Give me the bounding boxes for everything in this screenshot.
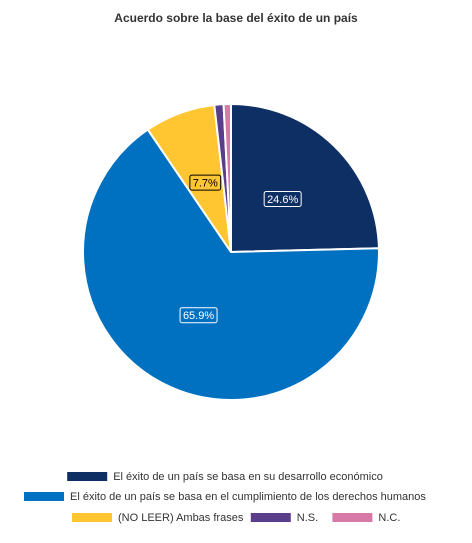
data-label-1: 24.6% <box>267 194 298 206</box>
legend-label-1: El éxito de un país se basa en su desarr… <box>113 471 383 483</box>
pie-slice-1 <box>230 102 380 254</box>
legend-swatch-4 <box>250 513 291 522</box>
legend-label-3: (NO LEER) Ambas frases <box>118 512 244 524</box>
legend-swatch-3 <box>72 513 112 522</box>
data-labels: 24.6% 65.9% 7.7% <box>179 174 302 324</box>
data-label-box-2 <box>179 307 218 324</box>
pie-slice-5 <box>222 102 232 253</box>
legend-label-5: N.C. <box>378 512 400 524</box>
legend: El éxito de un país se basa en su desarr… <box>24 471 426 524</box>
data-label-2: 65.9% <box>183 310 214 322</box>
legend-swatch-5 <box>332 513 373 522</box>
pie-slice-2 <box>82 128 380 401</box>
legend-swatch-2 <box>24 492 64 501</box>
legend-label-4: N.S. <box>297 512 318 524</box>
data-label-3: 7.7% <box>193 178 218 190</box>
legend-label-2: El éxito de un país se basa en el cumpli… <box>70 491 426 503</box>
data-label-box-3 <box>189 174 222 191</box>
chart-title: Acuerdo sobre la base del éxito de un pa… <box>114 11 358 25</box>
data-label-box-1 <box>263 191 302 208</box>
legend-swatch-1 <box>67 472 108 481</box>
pie-slices <box>82 102 380 401</box>
